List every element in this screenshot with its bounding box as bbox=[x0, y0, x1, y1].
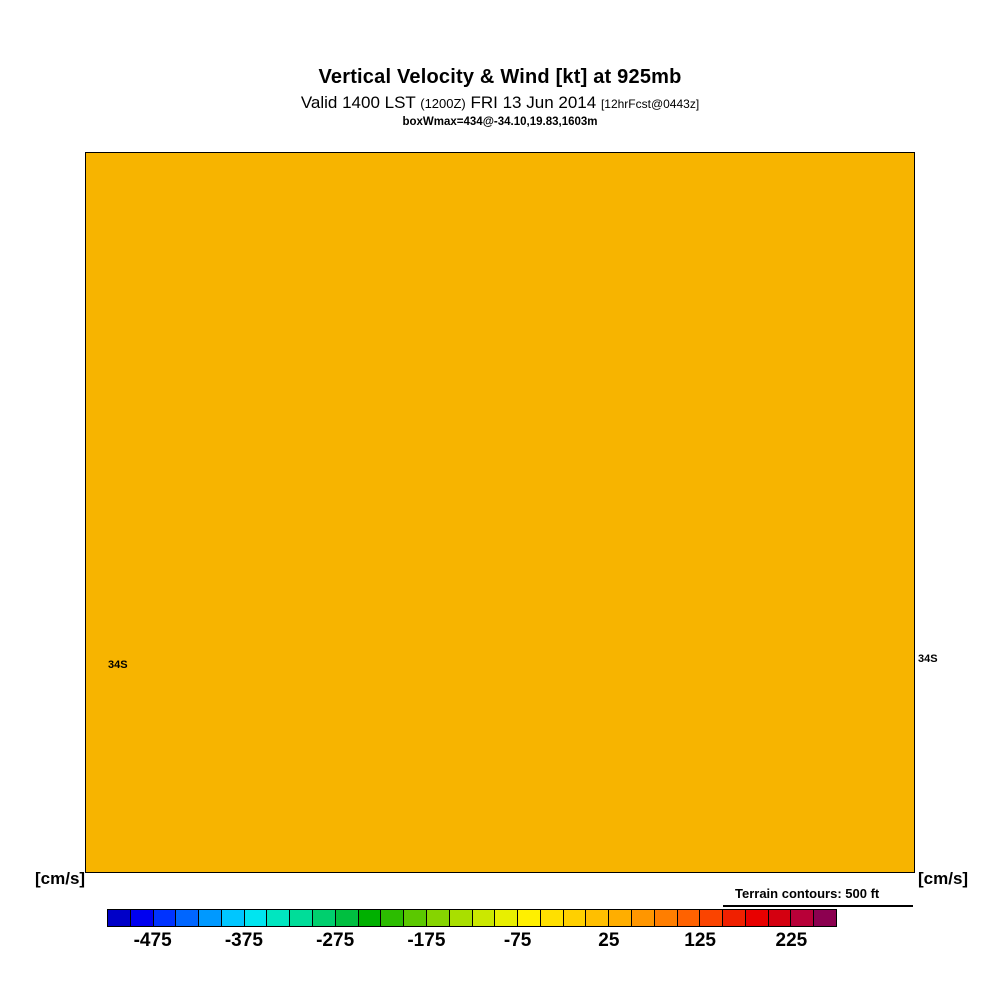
colorbar-swatch bbox=[290, 910, 314, 926]
unit-label-right: [cm/s] bbox=[918, 869, 969, 888]
colorbar-swatch bbox=[723, 910, 746, 926]
colorbar-swatch bbox=[153, 910, 177, 926]
terrain-contour-legend: Terrain contours: 500 ft bbox=[733, 886, 882, 901]
colorbar-swatch bbox=[426, 910, 450, 926]
colorbar-swatch bbox=[358, 910, 382, 926]
chart-title-block: Vertical Velocity & Wind [kt] at 925mb V… bbox=[0, 0, 1000, 128]
colorbar-swatch bbox=[267, 910, 291, 926]
colorbar-swatch bbox=[563, 910, 587, 926]
colorbar-tick: -75 bbox=[503, 930, 532, 951]
colorbar-swatch bbox=[814, 910, 836, 926]
valid-time-label: Valid 1400 LST bbox=[300, 93, 416, 112]
colorbar-tick: -175 bbox=[407, 930, 446, 951]
colorbar-swatch bbox=[540, 910, 564, 926]
colorbar-swatch bbox=[609, 910, 632, 926]
colorbar-swatch bbox=[586, 910, 610, 926]
colorbar-tick: -375 bbox=[224, 930, 263, 951]
colorbar-swatch bbox=[472, 910, 496, 926]
unit-label-left: [cm/s] bbox=[35, 869, 86, 888]
valid-date-label: FRI 13 Jun 2014 bbox=[470, 93, 597, 112]
chart-subtitle: Valid 1400 LST (1200Z) FRI 13 Jun 2014 [… bbox=[0, 93, 1000, 113]
colorbar-swatch bbox=[108, 910, 131, 926]
colorbar-tick: 25 bbox=[598, 930, 620, 951]
colorbar-swatch bbox=[518, 910, 541, 926]
lat-label-right: 34S bbox=[918, 653, 938, 665]
colorbar-swatch bbox=[244, 910, 268, 926]
colorbar bbox=[107, 909, 837, 927]
colorbar-swatch bbox=[791, 910, 815, 926]
colorbar-swatch bbox=[677, 910, 701, 926]
colorbar-swatch bbox=[495, 910, 519, 926]
colorbar-swatch bbox=[745, 910, 769, 926]
colorbar-swatch bbox=[700, 910, 724, 926]
colorbar-tick: 125 bbox=[684, 930, 716, 951]
colorbar-swatch bbox=[130, 910, 154, 926]
page-title: Vertical Velocity & Wind [kt] at 925mb bbox=[318, 66, 682, 88]
colorbar-swatch bbox=[199, 910, 222, 926]
colorbar-swatch bbox=[313, 910, 336, 926]
colorbar-tick: -275 bbox=[316, 930, 355, 951]
colorbar-swatch bbox=[449, 910, 473, 926]
colorbar-swatch bbox=[176, 910, 200, 926]
terrain-legend-rule bbox=[723, 905, 913, 907]
lat-label-left: 34S bbox=[108, 659, 128, 671]
forecast-lead-label: [12hrFcst@0443z] bbox=[600, 97, 700, 111]
colorbar-swatch bbox=[631, 910, 655, 926]
colorbar-tick: 225 bbox=[775, 930, 808, 951]
colorbar-swatch bbox=[654, 910, 678, 926]
boxwmax-annotation: boxWmax=434@-34.10,19.83,1603m bbox=[402, 116, 598, 128]
colorbar-tick-labels: -475 -375 -275 -175 -75 25 125 225 bbox=[107, 930, 837, 956]
valid-utc-label: (1200Z) bbox=[420, 96, 466, 111]
colorbar-tick: -475 bbox=[133, 930, 172, 951]
vertical-velocity-field bbox=[86, 153, 914, 872]
map-plot-area[interactable] bbox=[85, 152, 915, 873]
colorbar-swatch bbox=[768, 910, 792, 926]
colorbar-swatch bbox=[221, 910, 245, 926]
colorbar-swatch bbox=[404, 910, 427, 926]
colorbar-swatch bbox=[335, 910, 359, 926]
colorbar-swatch bbox=[381, 910, 405, 926]
